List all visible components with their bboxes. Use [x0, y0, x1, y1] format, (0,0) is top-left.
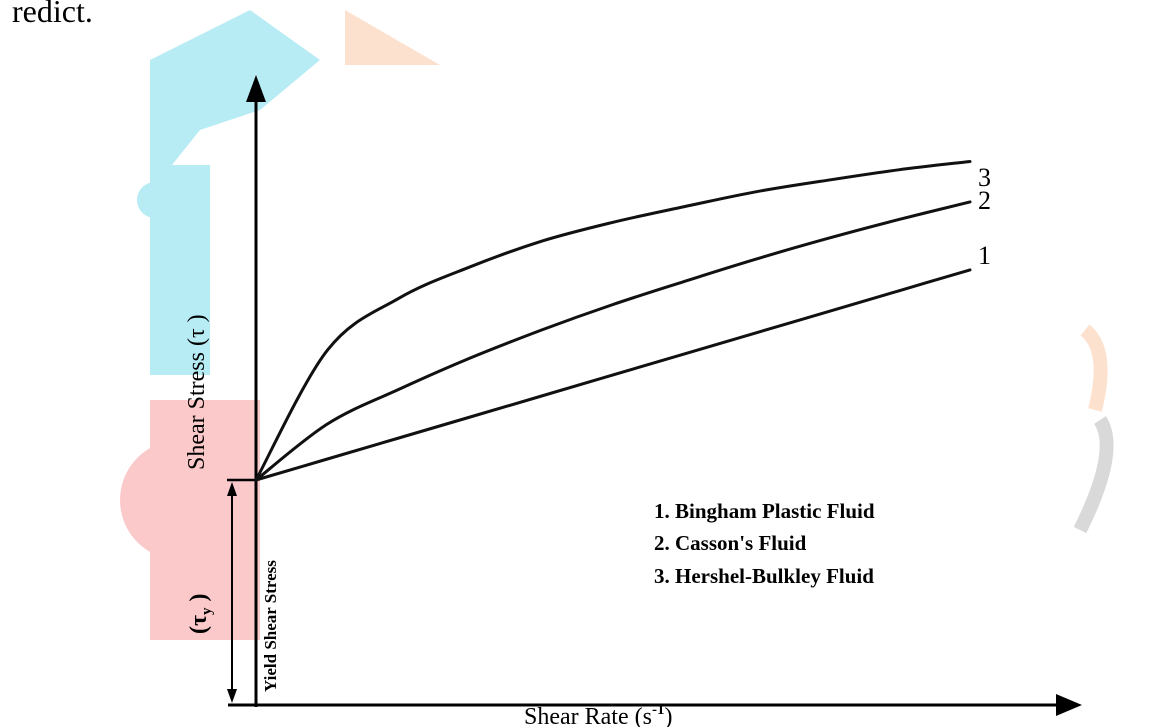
watermark-orange-shape — [345, 10, 440, 65]
watermark-gray-arc — [1073, 416, 1114, 534]
y-axis-label: Shear Stress (τ ) — [184, 314, 210, 470]
legend-item-2: 2. Casson's Fluid — [654, 531, 807, 555]
x-axis-arrow — [1056, 694, 1082, 716]
tau-y-close: ) — [186, 593, 212, 607]
curve-label-2: 2 — [978, 186, 991, 215]
y-axis-arrow — [246, 75, 266, 102]
series-line-2 — [254, 200, 972, 482]
tau-y-symbol: (τ — [186, 615, 212, 634]
yield-dimension-arrow-up — [227, 482, 237, 496]
x-axis-label: Shear Rate (s-1) — [524, 702, 672, 727]
legend-item-3: 3. Hershel-Bulkley Fluid — [654, 564, 874, 588]
series-line-3 — [254, 160, 972, 482]
curve-label-3: 3 — [978, 163, 991, 192]
watermark-cyan-dot — [137, 182, 173, 218]
curve-label-1: 1 — [978, 241, 991, 270]
axes — [227, 75, 1082, 716]
watermark-red-gear — [120, 440, 240, 560]
top-text-fragment: redict. — [12, 0, 93, 29]
watermark-orange-arc — [1080, 324, 1108, 412]
legend-item-1: 1. Bingham Plastic Fluid — [654, 499, 875, 523]
watermark-cyan-shape — [150, 10, 320, 200]
watermark-cyan-dot-2 — [157, 272, 193, 308]
yield-dimension-arrow-down — [227, 689, 237, 703]
legend: 1. Bingham Plastic Fluid 2. Casson's Flu… — [654, 499, 875, 588]
x-axis-label-main: Shear Rate (s — [524, 704, 652, 727]
watermark-logo — [120, 10, 1114, 640]
yield-shear-stress-label: Yield Shear Stress — [261, 560, 280, 692]
yield-stress-dimension — [227, 482, 237, 703]
tau-y-label: (τy ) — [186, 593, 215, 634]
series-curves — [254, 160, 972, 482]
curve-labels: 3 2 1 — [978, 163, 991, 270]
x-axis-label-close: ) — [664, 704, 672, 727]
series-line-1 — [254, 268, 972, 482]
x-axis-label-superscript: -1 — [652, 702, 665, 718]
tau-y-subscript: y — [199, 607, 215, 615]
